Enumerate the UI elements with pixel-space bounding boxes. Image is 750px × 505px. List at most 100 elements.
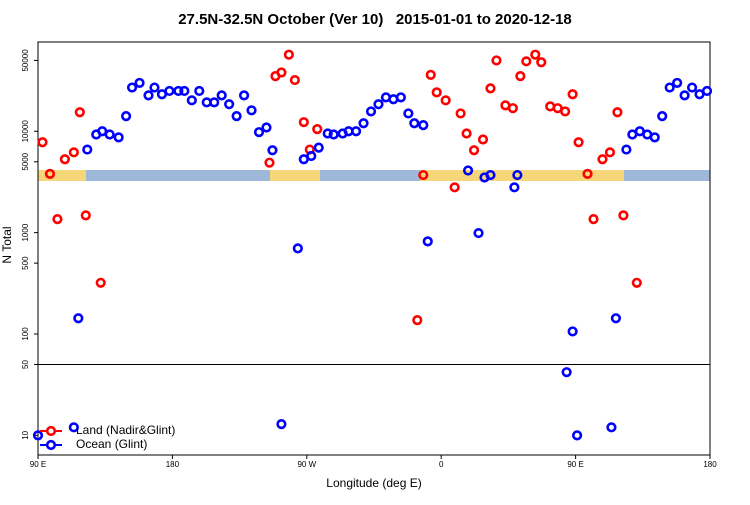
- data-point: [238, 90, 250, 101]
- data-point: [173, 85, 184, 97]
- data-point: [143, 90, 154, 101]
- data-point: [515, 71, 526, 82]
- data-point: [68, 422, 79, 433]
- data-point: [664, 82, 675, 93]
- data-point: [37, 137, 48, 148]
- land-ocean-strip: [38, 170, 710, 181]
- data-point: [216, 90, 227, 101]
- data-point: [312, 124, 323, 135]
- data-point: [292, 243, 303, 254]
- data-point: [582, 168, 593, 179]
- data-point: [485, 169, 496, 181]
- data-point: [536, 57, 547, 68]
- data-point: [52, 214, 63, 225]
- data-point: [164, 85, 175, 97]
- data-point: [422, 236, 433, 247]
- data-point: [104, 129, 115, 140]
- data-point: [621, 144, 632, 155]
- data-point: [567, 89, 578, 100]
- data-point: [59, 154, 70, 165]
- data-point: [194, 85, 205, 97]
- data-point: [512, 169, 523, 181]
- data-point: [509, 182, 520, 193]
- data-point: [567, 326, 578, 337]
- data-point: [289, 74, 300, 86]
- data-point: [134, 77, 145, 89]
- y-tick-label: 1000: [21, 223, 30, 241]
- data-point: [431, 87, 442, 98]
- data-point: [186, 95, 197, 106]
- data-point: [80, 210, 91, 221]
- data-point: [631, 277, 642, 288]
- data-point: [449, 182, 460, 193]
- data-point: [74, 107, 85, 118]
- data-point: [95, 277, 106, 288]
- data-point: [246, 105, 257, 116]
- legend-marker: [45, 439, 57, 451]
- data-point: [209, 97, 220, 108]
- data-point: [521, 56, 532, 67]
- data-point: [298, 117, 309, 128]
- legend-label: Ocean (Glint): [76, 437, 147, 451]
- data-point: [612, 107, 623, 118]
- data-point: [573, 137, 584, 148]
- data-point: [276, 67, 287, 78]
- data-point: [409, 118, 420, 129]
- y-tick-label: 100: [21, 327, 30, 341]
- data-point: [395, 92, 406, 103]
- data-point: [468, 145, 480, 156]
- plot-frame: [37, 41, 711, 456]
- data-point: [403, 108, 414, 119]
- data-point: [350, 126, 362, 137]
- x-tick-label: 180: [166, 460, 180, 469]
- data-point: [686, 82, 698, 93]
- data-point: [597, 154, 608, 165]
- y-tick-label: 10000: [21, 120, 30, 143]
- legend: Land (Nadir&Glint)Ocean (Glint): [40, 423, 175, 451]
- data-point: [440, 95, 451, 106]
- x-tick-label: 90 W: [297, 460, 316, 469]
- data-point: [610, 313, 622, 324]
- data-point: [231, 111, 242, 122]
- data-point: [276, 419, 287, 430]
- data-point: [561, 367, 572, 378]
- data-point: [491, 55, 502, 66]
- data-point: [113, 132, 124, 143]
- data-point: [462, 165, 474, 176]
- data-point: [507, 103, 518, 114]
- y-tick-label: 10: [21, 430, 30, 439]
- data-point: [571, 430, 583, 441]
- x-tick-label: 90 E: [567, 460, 583, 469]
- data-point: [485, 83, 496, 94]
- data-point: [306, 150, 317, 162]
- x-axis-label: Longitude (deg E): [326, 476, 421, 490]
- data-point: [701, 85, 713, 97]
- data-point: [82, 144, 93, 155]
- data-point: [358, 118, 369, 129]
- data-point: [560, 106, 571, 117]
- data-point: [126, 82, 138, 93]
- data-point: [455, 108, 466, 119]
- data-point: [606, 422, 617, 433]
- data-point: [253, 127, 265, 138]
- chart-title: 27.5N-32.5N October (Ver 10) 2015-01-01 …: [178, 11, 572, 28]
- data-point: [461, 128, 472, 139]
- data-point: [283, 49, 294, 60]
- data-point: [68, 147, 79, 158]
- land-strip: [270, 170, 320, 181]
- y-tick-label: 5000: [21, 152, 30, 170]
- data-point: [224, 99, 235, 110]
- data-point: [530, 49, 541, 60]
- data-point: [365, 106, 377, 117]
- data-point: [328, 129, 339, 140]
- data-point: [672, 77, 683, 89]
- data-point: [473, 227, 484, 239]
- data-point: [618, 210, 629, 221]
- data-point: [264, 157, 275, 168]
- data-point: [267, 145, 278, 156]
- x-tick-label: 90 E: [30, 460, 46, 469]
- land-strip: [38, 170, 86, 181]
- data-point: [32, 430, 44, 441]
- data-point: [73, 313, 84, 324]
